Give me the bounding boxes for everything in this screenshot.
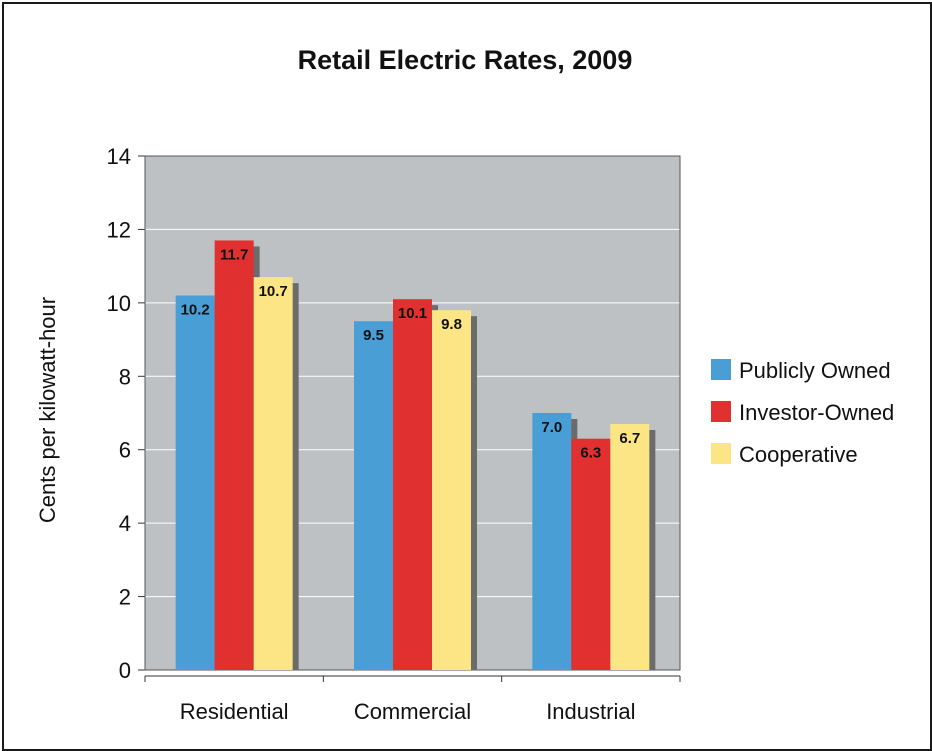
bar-value-label: 10.2	[181, 302, 210, 319]
legend-swatch	[711, 359, 731, 380]
bar-value-label: 7.0	[541, 419, 562, 436]
bar	[253, 277, 293, 670]
y-tick-label: 10	[107, 291, 131, 316]
y-tick-label: 2	[119, 585, 131, 610]
bar-value-label: 9.5	[363, 327, 384, 344]
x-category-label: Industrial	[546, 699, 635, 724]
bar-value-label: 6.3	[580, 445, 601, 462]
legend-label: Investor-Owned	[739, 400, 894, 425]
y-axis-label: Cents per kilowatt-hour	[35, 297, 60, 523]
bar-value-label: 11.7	[220, 246, 248, 263]
bar-value-label: 10.7	[259, 283, 288, 300]
bar-value-label: 6.7	[619, 430, 640, 447]
bar	[532, 413, 572, 670]
x-category-label: Commercial	[354, 699, 471, 724]
bar-value-label: 9.8	[441, 316, 462, 333]
y-tick-label: 8	[119, 364, 131, 389]
bar	[354, 321, 393, 670]
bar-value-label: 10.1	[398, 305, 427, 322]
bar	[432, 310, 471, 670]
y-tick-label: 14	[107, 144, 131, 169]
bar	[214, 240, 254, 670]
bar	[571, 438, 611, 670]
bar	[393, 299, 432, 670]
legend-swatch	[711, 401, 731, 422]
y-tick-label: 0	[119, 658, 131, 683]
legend-label: Publicly Owned	[739, 358, 891, 383]
bar	[610, 424, 650, 670]
legend-swatch	[711, 443, 731, 464]
y-tick-label: 6	[119, 438, 131, 463]
x-category-label: Residential	[180, 699, 289, 724]
chart-title: Retail Electric Rates, 2009	[298, 45, 633, 75]
bar	[175, 295, 215, 670]
y-tick-label: 4	[119, 511, 131, 536]
y-tick-label: 12	[107, 217, 131, 242]
legend-label: Cooperative	[739, 442, 858, 467]
